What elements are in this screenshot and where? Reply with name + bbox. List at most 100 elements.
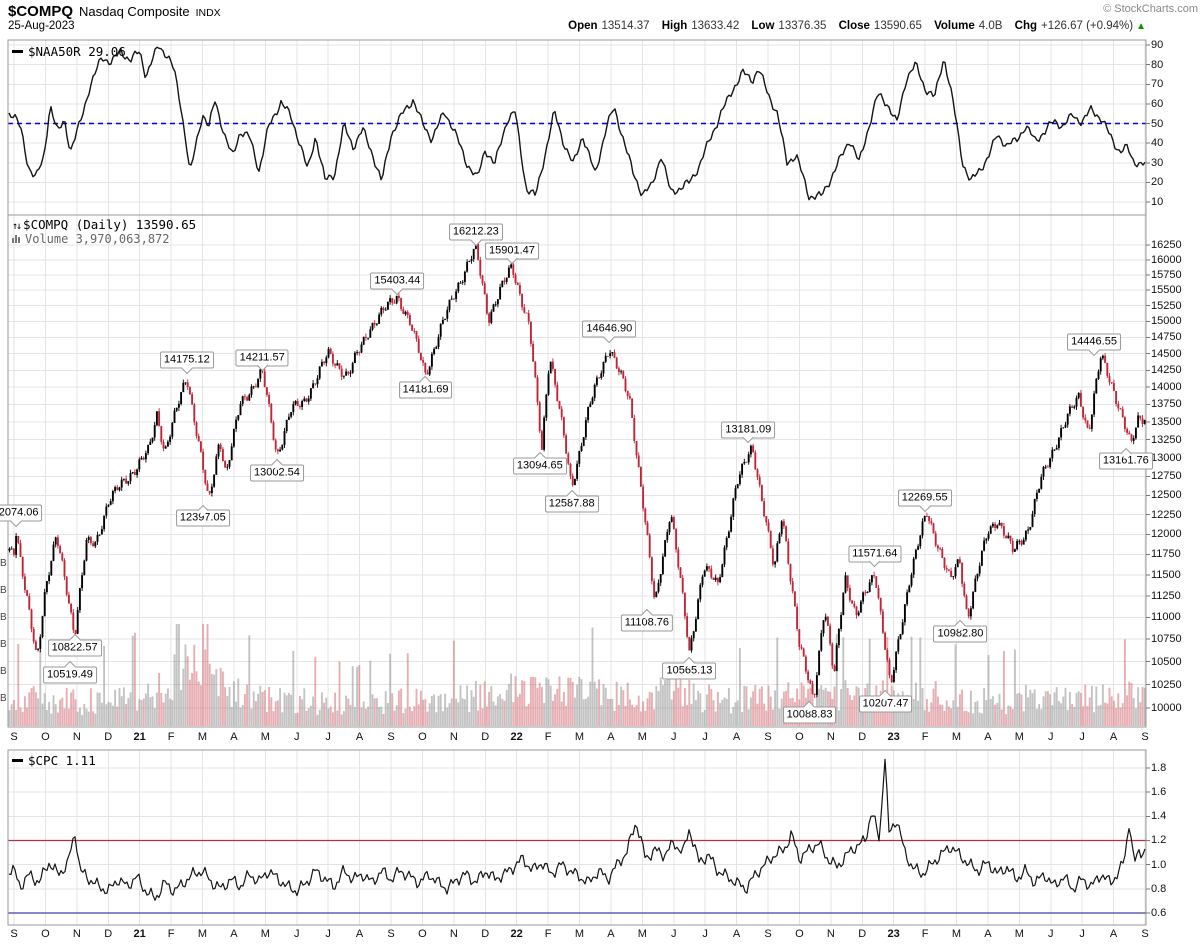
price-annotation: 12074.06 [0,504,43,528]
naa50r-ytick-label: 70 [1151,78,1164,91]
cpc-ytick-label: 1.6 [1151,786,1167,799]
candlestick-icon: ↑↓ [12,221,22,232]
x-axis-month-label: J [325,731,331,743]
price-ytick-label: 11750 [1151,548,1181,561]
price-annotation: 12269.55 [897,489,952,512]
x-axis-month-label: M [637,928,647,940]
x-axis-month-label: S [10,731,18,743]
volume-axis-label: B [0,693,7,704]
title-bar: $COMPQ Nasdaq Composite INDX [8,3,221,21]
price-ytick-label: 14750 [1151,331,1182,344]
naa50r-legend: $NAA50R 29.06 [12,44,126,59]
x-axis-month-label: M [260,731,270,743]
naa50r-ytick-label: 40 [1151,137,1164,150]
cpc-ytick-label: 1.0 [1151,858,1167,871]
x-axis-month-label: J [1048,731,1054,743]
price-annotation: 11571.64 [848,545,902,568]
x-axis-month-label: S [387,928,395,940]
open-label: Open [568,20,598,32]
x-axis-month-label: M [951,731,962,743]
cpc-ytick-label: 1.2 [1151,834,1167,847]
low-label: Low [751,20,775,32]
close-label: Close [838,20,870,32]
price-ytick-label: 10000 [1151,702,1182,715]
x-axis-month-label: 22 [510,928,523,940]
x-axis-month-label: A [355,731,364,743]
x-axis-month-label: J [1079,928,1085,940]
x-axis-month-label: A [230,928,238,940]
price-annotation: 10519.49 [42,661,97,684]
axis-ticks [1146,44,1150,914]
x-axis-month-label: J [325,928,331,940]
x-axis-month-label: A [1109,731,1118,743]
price-ytick-label: 12000 [1151,528,1182,541]
naa50r-line [8,46,1146,201]
cpc-ytick-label: 1.8 [1151,762,1167,774]
price-annotation: 14446.55 [1067,333,1121,356]
x-axis-month-label: S [10,928,18,940]
x-axis-month-label: O [418,928,427,940]
high-label: High [661,20,688,32]
x-axis-month-label: A [230,731,238,743]
price-ytick-label: 15000 [1151,315,1182,328]
price-ytick-label: 14000 [1151,381,1182,394]
price-annotation: 14181.69 [398,376,453,399]
volume-value: 4.0B [978,20,1003,32]
high-value: 13633.42 [691,20,740,32]
x-axis-month-label: J [1079,731,1085,743]
x-axis-month-label: N [826,928,835,940]
x-axis-month-label: S [1141,731,1149,743]
x-axis-month-label: N [826,731,835,743]
price-ytick-label: 14500 [1151,347,1182,360]
x-axis-month-label: S [764,731,772,743]
x-axis-month-label: A [607,731,615,743]
naa50r-legend-text: $NAA50R 29.06 [28,44,126,59]
price-ytick-label: 11250 [1151,589,1181,602]
x-axis-month-label: 23 [887,731,900,743]
x-axis-month-label: D [104,731,113,743]
price-annotation: 13181.09 [721,421,776,444]
price-annotation: 10207.47 [858,689,913,713]
price-ytick-label: 10250 [1151,678,1182,691]
x-axis-month-label: N [72,731,81,743]
price-ytick-label: 12500 [1151,489,1182,502]
x-axis-month-label: O [418,731,427,743]
chg-label: Chg [1014,20,1038,32]
price-ytick-label: 14250 [1151,364,1182,377]
x-axis-month-label: O [795,731,804,743]
x-axis-month-label: J [702,731,708,743]
naa50r-ytick-label: 60 [1151,97,1164,110]
x-axis-month-label: O [41,731,50,743]
x-axis-month-label: F [544,928,552,940]
x-axis-month-label: M [197,928,208,940]
x-axis-month-label: F [921,731,929,743]
x-axis-month-label: J [294,731,300,743]
price-ytick-label: 15750 [1151,268,1182,281]
price-ytick-label: 16000 [1151,253,1182,266]
close-value: 13590.65 [873,20,922,32]
x-axis-month-label: J [671,731,677,743]
exchange: INDX [195,7,221,19]
x-axis-month-label: 22 [510,731,523,743]
x-axis-month-label: A [732,731,741,743]
stockcharts-copyright-link[interactable]: © StockCharts.com [1103,3,1198,15]
candlestick-series [8,238,1146,698]
x-axis-month-label: D [481,731,490,743]
x-axis-month-label: A [732,928,741,940]
price-ytick-label: 15250 [1151,299,1182,312]
price-annotation: 10982.80 [933,620,988,643]
volume-axis-label: B [0,639,7,650]
x-axis-month-label: M [197,731,208,743]
x-axis-month-label: 21 [133,731,146,743]
price-ytick-label: 10500 [1151,655,1182,668]
x-axis-month-label: F [921,928,929,940]
price-annotation: 14646.90 [582,320,637,343]
x-axis-month-label: J [671,928,677,940]
x-axis-month-label: N [72,928,81,940]
change-up-icon: ▲ [1136,21,1146,32]
price-ytick-label: 13000 [1151,451,1182,464]
cpc-legend: $CPC 1.11 [12,753,96,768]
price-annotation: 13094.65 [512,452,567,475]
price-ytick-label: 11000 [1151,611,1181,624]
price-ytick-label: 13500 [1151,415,1182,428]
